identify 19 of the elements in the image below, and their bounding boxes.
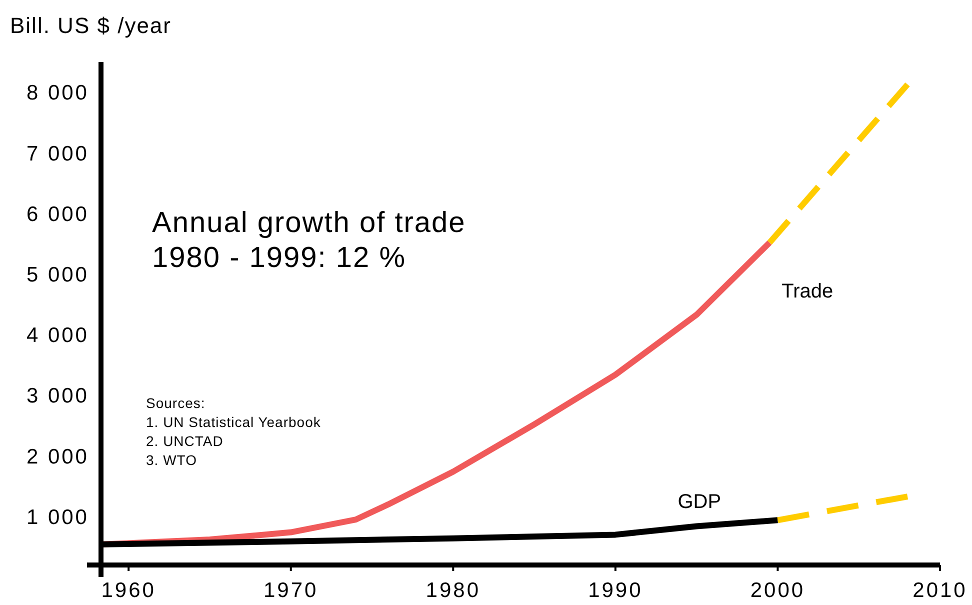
y-axis-title: Bill. US $ /year	[10, 13, 172, 38]
x-tick-label: 1980	[426, 579, 481, 602]
y-tick-label: 7 000	[26, 142, 89, 166]
x-tick-label: 1990	[588, 579, 643, 602]
series-label: GDP	[678, 491, 722, 514]
annotation: Sources: 1. UN Statistical Yearbook 2. UNCTAD 3. WTO	[146, 395, 322, 468]
y-tick-label: 2 000	[26, 445, 89, 468]
y-tick-label: 5 000	[26, 263, 89, 286]
x-tick-label: 1960	[101, 579, 156, 602]
series-label: Trade	[782, 280, 834, 303]
y-tick-label: 6 000	[26, 202, 89, 226]
y-tick-label: 3 000	[26, 384, 89, 408]
annotation: Annual growth of trade 1980 - 1999: 12 %	[152, 207, 466, 274]
y-tick-label: 8 000	[26, 82, 89, 105]
x-tick-label: 1970	[264, 579, 318, 602]
y-tick-label: 1 000	[26, 506, 89, 529]
y-tick-label: 4 000	[26, 324, 89, 348]
x-tick-label: 2010	[912, 579, 968, 602]
x-tick-label: 2000	[750, 579, 806, 602]
